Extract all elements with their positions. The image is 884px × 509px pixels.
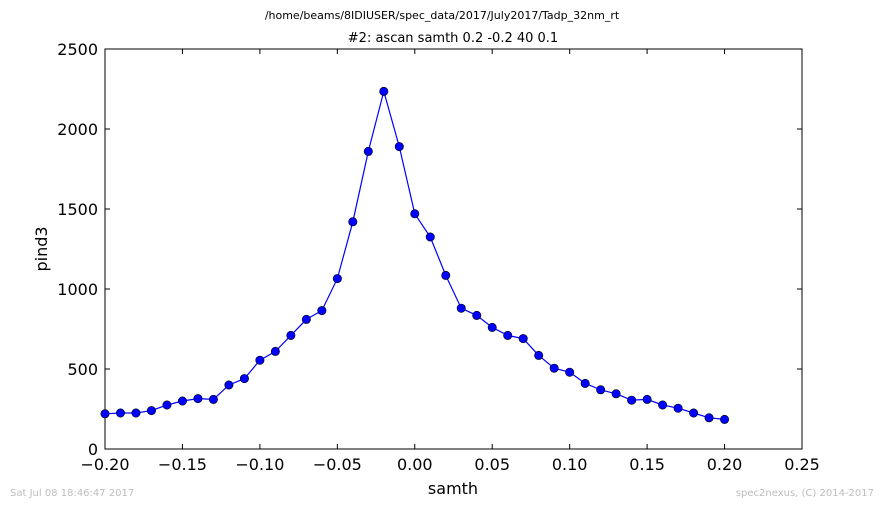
data-point xyxy=(643,395,651,403)
x-tick-label: 0.20 xyxy=(707,455,743,474)
y-tick-label: 2500 xyxy=(57,40,98,59)
x-tick-label: 0.25 xyxy=(784,455,820,474)
x-tick-label: 0.10 xyxy=(552,455,588,474)
x-tick-label: 0.05 xyxy=(474,455,510,474)
data-point xyxy=(364,147,372,155)
data-point xyxy=(519,334,527,342)
x-tick-label: −0.15 xyxy=(158,455,207,474)
data-point xyxy=(271,347,279,355)
data-point xyxy=(457,304,465,312)
data-point xyxy=(116,409,124,417)
data-point xyxy=(132,409,140,417)
y-tick-label: 500 xyxy=(67,360,98,379)
data-point xyxy=(565,368,573,376)
y-tick-label: 1000 xyxy=(57,280,98,299)
data-point xyxy=(488,323,496,331)
data-point xyxy=(550,364,558,372)
data-point xyxy=(302,315,310,323)
data-point xyxy=(504,331,512,339)
data-point xyxy=(473,311,481,319)
data-point xyxy=(395,142,403,150)
data-point xyxy=(256,356,264,364)
y-axis-label: pind3 xyxy=(32,226,51,271)
data-point xyxy=(209,395,217,403)
data-point xyxy=(442,271,450,279)
data-point xyxy=(534,351,542,359)
data-point xyxy=(101,410,109,418)
x-axis-label: samth xyxy=(428,479,478,498)
data-point xyxy=(674,404,682,412)
data-point xyxy=(147,406,155,414)
data-point xyxy=(411,210,419,218)
chart-title: #2: ascan samth 0.2 -0.2 40 0.1 xyxy=(348,31,558,46)
data-point xyxy=(596,386,604,394)
data-point xyxy=(225,381,233,389)
data-point xyxy=(194,394,202,402)
data-point xyxy=(612,390,620,398)
data-point xyxy=(163,401,171,409)
y-tick-label: 1500 xyxy=(57,200,98,219)
data-point xyxy=(380,87,388,95)
data-point xyxy=(689,409,697,417)
footer-credit: spec2nexus, (C) 2014-2017 xyxy=(736,488,874,499)
x-tick-label: −0.05 xyxy=(313,455,362,474)
plot-area xyxy=(105,49,802,449)
data-point xyxy=(318,306,326,314)
data-point xyxy=(178,397,186,405)
x-tick-label: 0.00 xyxy=(397,455,433,474)
data-point xyxy=(333,274,341,282)
data-point xyxy=(720,415,728,423)
data-point xyxy=(627,396,635,404)
footer-timestamp: Sat Jul 08 18:46:47 2017 xyxy=(10,488,134,499)
data-point xyxy=(426,233,434,241)
data-point xyxy=(581,379,589,387)
data-point xyxy=(349,218,357,226)
chart-suptitle: /home/beams/8IDIUSER/spec_data/2017/July… xyxy=(265,9,620,22)
x-tick-label: 0.15 xyxy=(629,455,665,474)
y-tick-label: 2000 xyxy=(57,120,98,139)
data-point xyxy=(705,414,713,422)
x-tick-label: −0.10 xyxy=(235,455,284,474)
y-tick-label: 0 xyxy=(88,440,98,459)
data-point xyxy=(287,331,295,339)
data-point xyxy=(658,401,666,409)
data-point xyxy=(240,374,248,382)
